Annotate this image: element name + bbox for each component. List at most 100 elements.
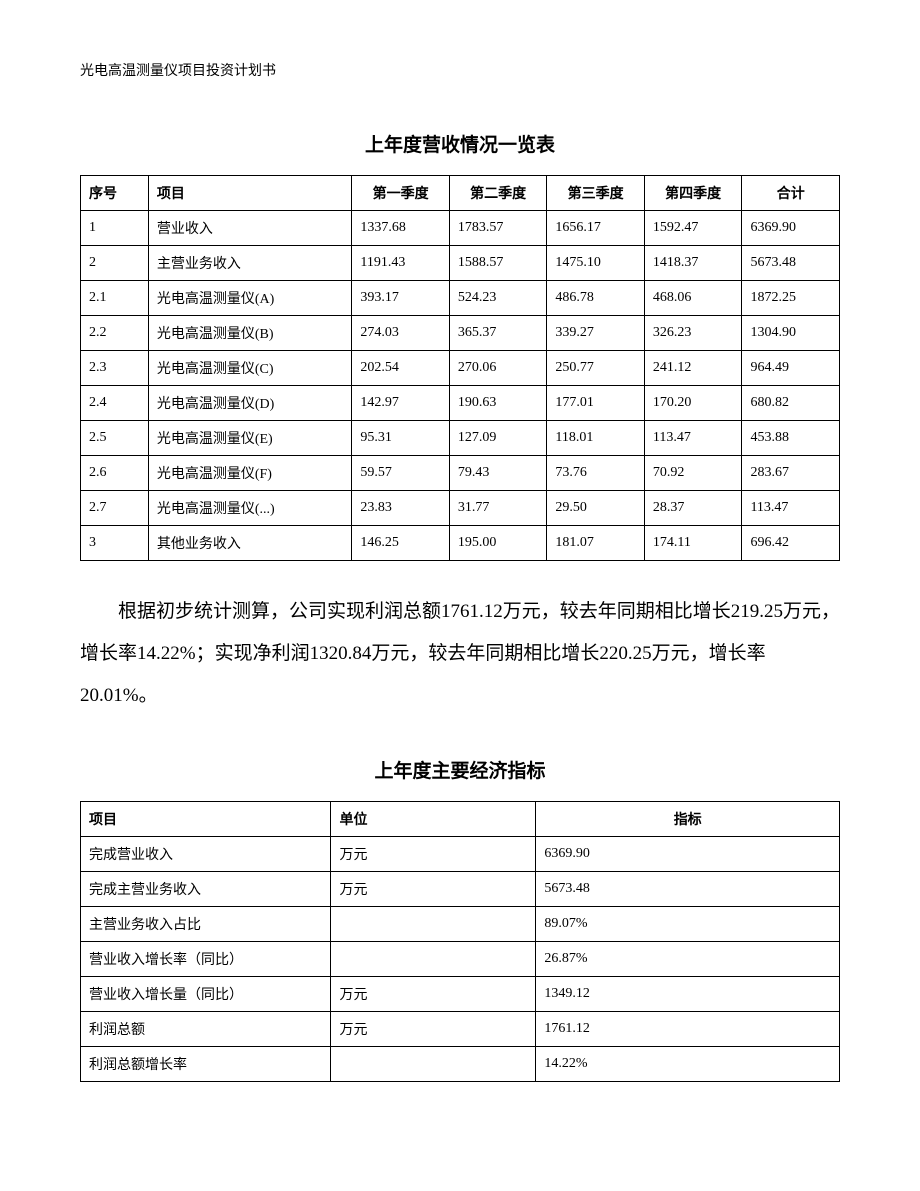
table-cell: 127.09 bbox=[449, 421, 547, 456]
table-cell: 696.42 bbox=[742, 526, 840, 561]
table-row: 2.7光电高温测量仪(...)23.8331.7729.5028.37113.4… bbox=[81, 491, 840, 526]
table-cell: 177.01 bbox=[547, 386, 645, 421]
table-cell: 59.57 bbox=[352, 456, 450, 491]
table-cell: 光电高温测量仪(...) bbox=[148, 491, 352, 526]
table-cell: 365.37 bbox=[449, 316, 547, 351]
indicators-table: 项目 单位 指标 完成营业收入万元6369.90完成主营业务收入万元5673.4… bbox=[80, 801, 840, 1082]
table-cell: 2.2 bbox=[81, 316, 149, 351]
table-cell: 680.82 bbox=[742, 386, 840, 421]
table-cell: 光电高温测量仪(F) bbox=[148, 456, 352, 491]
table-row: 主营业务收入占比 89.07% bbox=[81, 907, 840, 942]
table-cell: 万元 bbox=[331, 977, 536, 1012]
table-cell: 73.76 bbox=[547, 456, 645, 491]
table-cell: 光电高温测量仪(B) bbox=[148, 316, 352, 351]
table-cell: 283.67 bbox=[742, 456, 840, 491]
table-cell: 5673.48 bbox=[536, 872, 840, 907]
table-cell: 79.43 bbox=[449, 456, 547, 491]
table-cell: 6369.90 bbox=[536, 837, 840, 872]
col-header-unit: 单位 bbox=[331, 802, 536, 837]
table-cell: 118.01 bbox=[547, 421, 645, 456]
table-cell: 1 bbox=[81, 211, 149, 246]
table-row: 2主营业务收入1191.431588.571475.101418.375673.… bbox=[81, 246, 840, 281]
table-row: 2.2光电高温测量仪(B)274.03365.37339.27326.23130… bbox=[81, 316, 840, 351]
col-header-q1: 第一季度 bbox=[352, 176, 450, 211]
table-row: 1营业收入1337.681783.571656.171592.476369.90 bbox=[81, 211, 840, 246]
table-cell: 339.27 bbox=[547, 316, 645, 351]
table-row: 利润总额万元1761.12 bbox=[81, 1012, 840, 1047]
table-cell: 146.25 bbox=[352, 526, 450, 561]
table-cell: 964.49 bbox=[742, 351, 840, 386]
table-cell: 486.78 bbox=[547, 281, 645, 316]
table-cell: 2 bbox=[81, 246, 149, 281]
table-cell: 170.20 bbox=[644, 386, 742, 421]
table-cell: 250.77 bbox=[547, 351, 645, 386]
table-cell: 174.11 bbox=[644, 526, 742, 561]
table-cell: 26.87% bbox=[536, 942, 840, 977]
table-cell: 利润总额增长率 bbox=[81, 1047, 331, 1082]
table-cell: 1337.68 bbox=[352, 211, 450, 246]
table-cell: 主营业务收入 bbox=[148, 246, 352, 281]
table2-title: 上年度主要经济指标 bbox=[80, 756, 840, 783]
table-cell: 142.97 bbox=[352, 386, 450, 421]
table-cell: 95.31 bbox=[352, 421, 450, 456]
table-cell: 241.12 bbox=[644, 351, 742, 386]
table-header-row: 项目 单位 指标 bbox=[81, 802, 840, 837]
col-header-total: 合计 bbox=[742, 176, 840, 211]
table-cell: 完成主营业务收入 bbox=[81, 872, 331, 907]
table-cell bbox=[331, 942, 536, 977]
table-cell: 195.00 bbox=[449, 526, 547, 561]
table-cell: 113.47 bbox=[742, 491, 840, 526]
table-cell: 2.7 bbox=[81, 491, 149, 526]
table-cell: 1872.25 bbox=[742, 281, 840, 316]
summary-paragraph: 根据初步统计测算，公司实现利润总额1761.12万元，较去年同期相比增长219.… bbox=[80, 591, 840, 716]
table-cell: 利润总额 bbox=[81, 1012, 331, 1047]
table-cell: 326.23 bbox=[644, 316, 742, 351]
table-cell: 2.3 bbox=[81, 351, 149, 386]
table-cell: 5673.48 bbox=[742, 246, 840, 281]
table-cell: 万元 bbox=[331, 1012, 536, 1047]
table-cell: 89.07% bbox=[536, 907, 840, 942]
table-cell: 3 bbox=[81, 526, 149, 561]
table-cell: 6369.90 bbox=[742, 211, 840, 246]
table-cell: 1592.47 bbox=[644, 211, 742, 246]
table-row: 3其他业务收入146.25195.00181.07174.11696.42 bbox=[81, 526, 840, 561]
table-cell: 1349.12 bbox=[536, 977, 840, 1012]
table-row: 2.6光电高温测量仪(F)59.5779.4373.7670.92283.67 bbox=[81, 456, 840, 491]
table-cell: 29.50 bbox=[547, 491, 645, 526]
table-cell: 主营业务收入占比 bbox=[81, 907, 331, 942]
table-cell: 181.07 bbox=[547, 526, 645, 561]
table-row: 2.3光电高温测量仪(C)202.54270.06250.77241.12964… bbox=[81, 351, 840, 386]
table-cell: 1656.17 bbox=[547, 211, 645, 246]
table-cell: 270.06 bbox=[449, 351, 547, 386]
col-header-q4: 第四季度 bbox=[644, 176, 742, 211]
table-cell: 2.1 bbox=[81, 281, 149, 316]
col-header-item: 项目 bbox=[81, 802, 331, 837]
col-header-q3: 第三季度 bbox=[547, 176, 645, 211]
table-cell: 1475.10 bbox=[547, 246, 645, 281]
table-cell: 万元 bbox=[331, 872, 536, 907]
table-cell: 14.22% bbox=[536, 1047, 840, 1082]
table-cell: 524.23 bbox=[449, 281, 547, 316]
table-cell: 营业收入增长量（同比） bbox=[81, 977, 331, 1012]
table-row: 完成营业收入万元6369.90 bbox=[81, 837, 840, 872]
table-row: 营业收入增长量（同比）万元1349.12 bbox=[81, 977, 840, 1012]
table-row: 2.1光电高温测量仪(A)393.17524.23486.78468.06187… bbox=[81, 281, 840, 316]
table-cell: 营业收入 bbox=[148, 211, 352, 246]
table-row: 完成主营业务收入万元5673.48 bbox=[81, 872, 840, 907]
table-cell: 23.83 bbox=[352, 491, 450, 526]
table-cell: 70.92 bbox=[644, 456, 742, 491]
table-cell: 完成营业收入 bbox=[81, 837, 331, 872]
table-cell: 1191.43 bbox=[352, 246, 450, 281]
table-header-row: 序号 项目 第一季度 第二季度 第三季度 第四季度 合计 bbox=[81, 176, 840, 211]
table-cell: 202.54 bbox=[352, 351, 450, 386]
col-header-item: 项目 bbox=[148, 176, 352, 211]
col-header-q2: 第二季度 bbox=[449, 176, 547, 211]
table-cell: 2.6 bbox=[81, 456, 149, 491]
table-row: 利润总额增长率 14.22% bbox=[81, 1047, 840, 1082]
table-cell: 万元 bbox=[331, 837, 536, 872]
table-cell: 光电高温测量仪(A) bbox=[148, 281, 352, 316]
table-cell: 光电高温测量仪(E) bbox=[148, 421, 352, 456]
document-header: 光电高温测量仪项目投资计划书 bbox=[80, 60, 840, 80]
table-cell: 光电高温测量仪(D) bbox=[148, 386, 352, 421]
table-cell bbox=[331, 1047, 536, 1082]
